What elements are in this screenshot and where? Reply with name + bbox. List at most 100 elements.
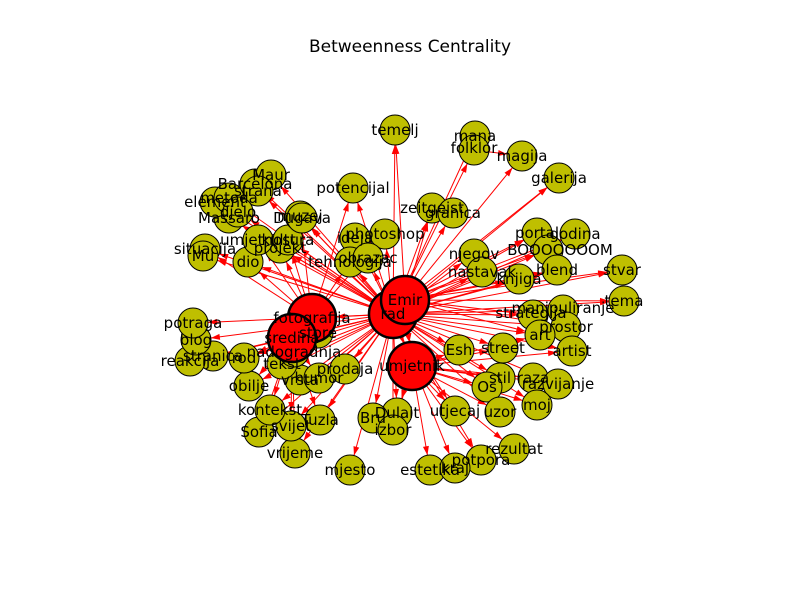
node-label-vrijeme: vrijeme	[267, 444, 323, 462]
edge-arrowhead	[497, 150, 508, 156]
node-label-situacija: situacija	[174, 240, 236, 258]
node-label-metoda: metoda	[200, 189, 258, 207]
node-knjiga	[503, 263, 535, 295]
node-label-moj: moj	[523, 396, 551, 414]
edge-arrowhead	[452, 262, 462, 271]
edge-arrowhead	[335, 313, 346, 320]
node-label-store: store	[299, 324, 337, 342]
node-emir	[379, 274, 431, 326]
node-label-potpora: potpora	[452, 451, 511, 469]
edge-arrowhead	[493, 431, 503, 440]
node-label-sredina: sredina	[264, 329, 319, 347]
edge-arrowhead	[422, 222, 429, 232]
edge-rad-metoda	[240, 206, 394, 315]
node-sredina	[266, 312, 318, 364]
node-label-barcelona: Barcelona	[218, 175, 293, 193]
node-label-maur: Maur	[252, 166, 291, 184]
node-label-estetika: estetika	[400, 461, 460, 479]
node-label-muz: Mu	[192, 247, 214, 265]
node-label-rod: rod	[232, 349, 257, 367]
node-label-magija: magija	[497, 147, 548, 165]
edge-arrowhead	[207, 318, 218, 325]
edge-arrowhead	[460, 163, 468, 173]
node-rezultat	[498, 433, 530, 465]
edge-arrowhead	[312, 228, 321, 238]
node-blend	[541, 254, 573, 286]
node-svijet	[275, 410, 307, 442]
node-label-tehnologija: tehnologija	[308, 253, 392, 271]
node-label-uzor: uzor	[484, 403, 518, 421]
edge-arrowhead	[274, 386, 280, 396]
node-label-strana: stranica	[183, 347, 243, 365]
node-mjesto	[334, 454, 366, 486]
node-label-strategija: strategija	[495, 304, 566, 322]
edge-arrowhead	[210, 333, 221, 340]
node-utjecaj	[439, 395, 471, 427]
node-label-projekt: projekt	[254, 239, 307, 257]
node-label-folklor: folklor	[451, 139, 499, 157]
node-kraj	[439, 452, 471, 484]
node-label-strana2: strana	[234, 182, 282, 200]
edge-arrowhead	[384, 248, 391, 259]
edge-arrowhead	[354, 348, 364, 358]
node-label-djelo: djelo	[220, 203, 256, 221]
node-label-knjiga: knjiga	[496, 270, 541, 288]
edge-arrowhead	[259, 366, 268, 375]
node-label-razno: raza	[517, 369, 549, 387]
node-label-nadogradnja: nadogradnja	[247, 343, 342, 361]
edge-arrowhead	[393, 144, 400, 155]
node-temelj	[379, 114, 411, 146]
edge-arrowhead	[301, 406, 310, 415]
hub-nodes-layer	[266, 274, 438, 392]
node-magija	[506, 140, 538, 172]
node-label-fotografija: fotografija	[273, 309, 350, 327]
node-nastavak	[466, 256, 498, 288]
node-label-rezultat: rezultat	[485, 440, 543, 458]
node-muz	[187, 240, 219, 272]
node-label-sofia: Sofia	[240, 423, 277, 441]
node-label-dugava: Dugava	[273, 209, 331, 227]
node-label-tekst: tekst	[263, 355, 301, 373]
node-obrazac	[352, 242, 384, 274]
node-label-muzej: muzej	[277, 207, 322, 225]
node-label-kontekst: kontekst	[238, 401, 302, 419]
edge-arrowhead	[514, 239, 524, 247]
node-label-mjesto: mjesto	[325, 461, 376, 479]
edge-arrowhead	[436, 391, 445, 401]
node-prodaja	[329, 353, 361, 385]
edge-arrowhead	[538, 187, 548, 196]
node-umjetnik	[386, 340, 438, 392]
edge-arrowhead	[374, 271, 381, 282]
node-label-blend: blend	[536, 261, 578, 279]
edge-arrowhead	[524, 254, 534, 261]
node-label-umjetnost: umjetnost	[220, 231, 296, 249]
node-label-stvar: stvar	[603, 261, 642, 279]
edge-arrowhead	[262, 372, 272, 380]
node-label-umjetnik: umjetnik	[379, 357, 445, 375]
node-label-manipuliranje: manipuliranje	[511, 299, 614, 317]
edge-arrowhead	[217, 257, 227, 265]
node-label-blog: blog	[180, 331, 212, 349]
node-label-art: art	[529, 326, 550, 344]
node-kontekst	[254, 394, 286, 426]
edge-arrowhead	[464, 438, 473, 448]
node-label-humor: humor	[295, 369, 345, 387]
node-label-artist: artist	[552, 342, 591, 360]
edge-arrowhead	[269, 201, 278, 210]
edge-arrowhead	[439, 389, 447, 399]
node-label-os: Os	[477, 378, 497, 396]
edge-arrowhead	[463, 377, 473, 384]
node-label-dio: dio	[237, 253, 260, 271]
node-os	[471, 371, 503, 403]
node-label-vrsta: vrsta	[281, 371, 319, 389]
node-art	[524, 319, 556, 351]
node-label-bruno: Bru	[360, 409, 386, 427]
node-label-obilje: obilje	[229, 377, 269, 395]
node-label-tema: tema	[605, 292, 644, 310]
node-artist	[556, 335, 588, 367]
edge-arrowhead	[532, 271, 543, 278]
node-label-massaro: Massaro	[198, 209, 260, 227]
node-moj	[521, 389, 553, 421]
node-label-booom: BOOOOOOOM	[507, 241, 613, 259]
